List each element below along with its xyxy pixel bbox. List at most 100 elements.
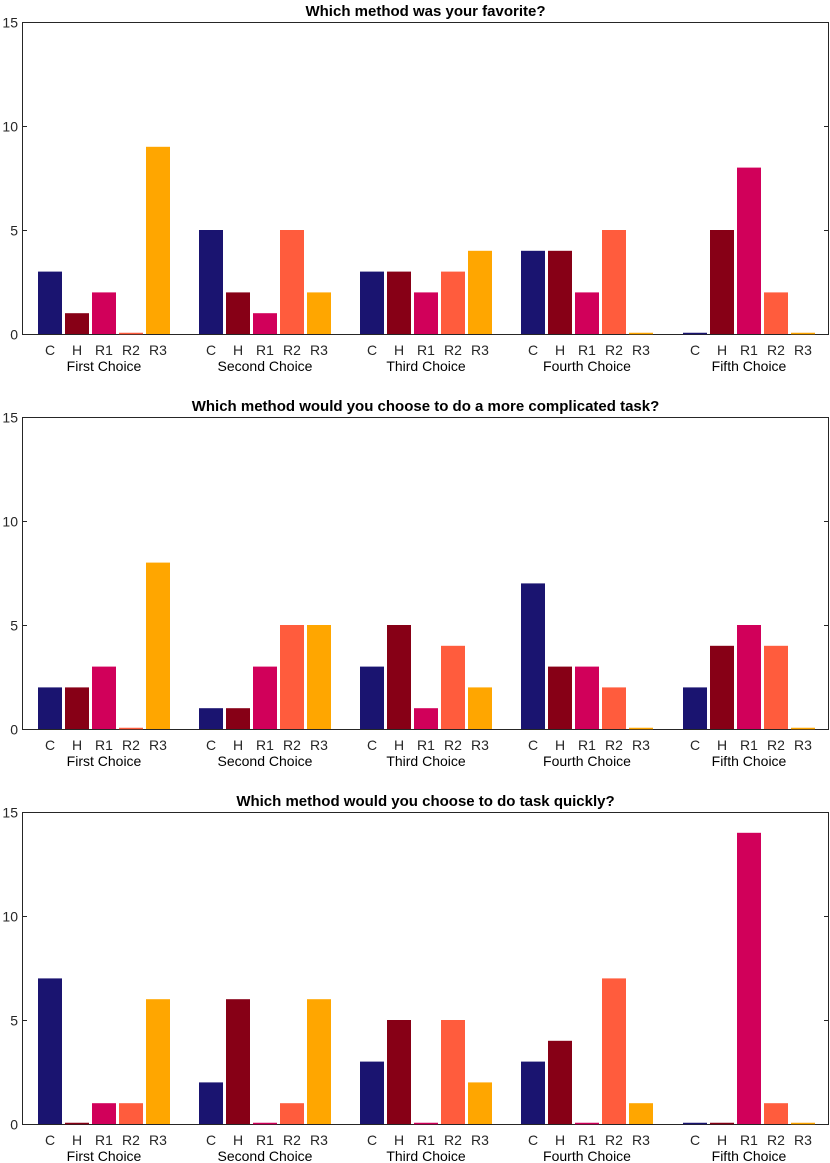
group-label: Fourth Choice [543,1148,631,1163]
bar-r2-4 [602,687,626,729]
bar-r1-1 [92,666,116,729]
x-tick-label: R1 [256,737,274,753]
x-tick-label: R2 [767,737,785,753]
x-tick-label: R2 [767,342,785,358]
group-label: First Choice [67,358,142,374]
axes-box [22,22,829,335]
bar-r2-2 [280,1103,304,1124]
x-tick-label: R3 [149,737,167,753]
group-label: Fourth Choice [543,358,631,374]
bar-r1-2 [253,666,277,729]
bar-h-1 [65,687,89,729]
bar-c-3 [360,271,384,334]
group-label: Third Choice [386,753,466,769]
x-tick-label: C [528,1132,538,1148]
bar-r2-2 [280,230,304,334]
bar-h-1 [65,313,89,334]
x-tick-label: R3 [794,342,812,358]
x-tick-label: R2 [444,1132,462,1148]
bar-c-5 [683,687,707,729]
bar-r3-2 [307,999,331,1124]
bar-h-2 [226,999,250,1124]
bar-r3-1 [146,146,170,334]
x-tick-label: R1 [740,737,758,753]
x-tick-label: R1 [740,342,758,358]
bar-r1-1 [92,1103,116,1124]
bar-r3-3 [468,1082,492,1124]
x-tick-label: C [367,1132,377,1148]
bar-r2-5 [764,1103,788,1124]
x-tick-label: H [72,1132,82,1148]
bar-c-1 [38,978,62,1124]
bar-r2-1 [119,1103,143,1124]
x-tick-label: R2 [283,342,301,358]
bar-r1-5 [737,832,761,1124]
bar-h-3 [387,271,411,334]
bar-r3-2 [307,292,331,334]
bar-h-2 [226,708,250,729]
group-label: Second Choice [218,1148,313,1163]
x-tick-label: H [555,737,565,753]
chart-title: Which method was your favorite? [305,3,545,20]
bar-r2-5 [764,292,788,334]
bar-r1-5 [737,167,761,334]
x-tick-label: R1 [95,342,113,358]
bar-r3-3 [468,250,492,334]
x-tick-label: H [233,342,243,358]
y-tick-label: 5 [10,1013,18,1029]
bar-r2-4 [602,230,626,334]
x-tick-label: R3 [794,737,812,753]
group-label: Fifth Choice [712,1148,787,1163]
y-tick-label: 5 [10,223,18,239]
bar-h-4 [548,1040,572,1124]
x-tick-label: R3 [794,1132,812,1148]
x-tick-label: R1 [578,737,596,753]
x-tick-label: C [45,1132,55,1148]
bar-c-2 [199,230,223,334]
x-tick-label: R2 [605,342,623,358]
x-tick-label: R3 [149,1132,167,1148]
bar-r3-4 [629,1103,653,1124]
y-tick-label: 0 [10,722,18,738]
bar-r2-3 [441,645,465,729]
x-tick-label: C [206,737,216,753]
x-tick-label: H [717,342,727,358]
bar-r2-4 [602,978,626,1124]
bar-r3-1 [146,999,170,1124]
x-tick-label: R1 [95,737,113,753]
group-label: Third Choice [386,358,466,374]
x-tick-label: R1 [578,1132,596,1148]
x-tick-label: C [206,1132,216,1148]
bar-r2-3 [441,271,465,334]
bar-r3-1 [146,562,170,729]
x-tick-label: H [717,737,727,753]
x-tick-label: C [528,737,538,753]
bar-c-4 [521,250,545,334]
x-tick-label: H [72,737,82,753]
bar-r1-4 [575,292,599,334]
y-tick-label: 10 [2,909,18,925]
bar-h-3 [387,1020,411,1124]
bar-c-4 [521,583,545,729]
x-tick-label: C [528,342,538,358]
chart-title: Which method would you choose to do task… [236,793,614,810]
x-tick-label: R1 [417,737,435,753]
bar-c-2 [199,708,223,729]
bar-r3-2 [307,625,331,729]
x-tick-label: R3 [632,737,650,753]
y-tick-label: 15 [2,410,18,426]
bar-r1-2 [253,313,277,334]
x-tick-label: R3 [471,1132,489,1148]
bar-r2-2 [280,625,304,729]
x-tick-label: R3 [310,342,328,358]
x-tick-label: R2 [767,1132,785,1148]
x-tick-label: C [690,737,700,753]
x-tick-label: C [367,737,377,753]
x-tick-label: R1 [417,342,435,358]
x-tick-label: R3 [310,1132,328,1148]
x-tick-label: H [394,1132,404,1148]
bar-h-3 [387,625,411,729]
axes-box [22,417,829,730]
x-tick-label: R1 [95,1132,113,1148]
